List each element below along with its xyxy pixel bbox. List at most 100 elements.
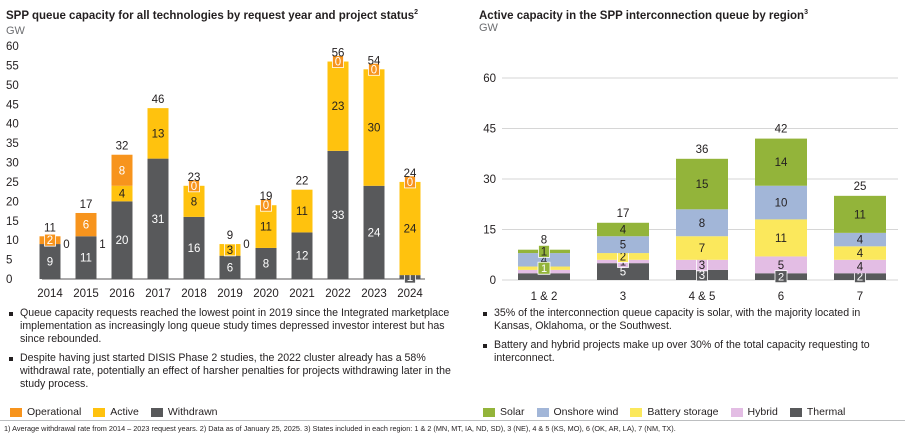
x-tick-label-2024: 2024 (397, 288, 423, 300)
bar-withdrawn-2017 (147, 158, 169, 279)
total-label-2018: 23 (188, 172, 201, 184)
data-label-withdrawn-2014: 9 (47, 257, 53, 269)
x-tick-label-2020: 2020 (253, 288, 279, 300)
data-label-withdrawn-2023: 24 (368, 227, 381, 239)
legend-item-battery-storage: Battery storage (630, 406, 719, 418)
data-label-box (774, 270, 788, 284)
data-label-solar-7: 11 (854, 209, 866, 221)
data-label-battery-storage-3: 2 (620, 251, 626, 263)
y-tick-label: 30 (483, 174, 496, 186)
data-label-solar-4-5: 15 (696, 179, 709, 191)
data-label-active-2019: 3 (227, 245, 233, 257)
y-tick-label: 0 (490, 275, 496, 287)
y-tick-label: 0 (6, 274, 12, 286)
bar-active-2016 (111, 185, 133, 202)
data-label-withdrawn-2024: 1 (407, 272, 413, 284)
bar-onshore-wind-6 (755, 185, 807, 220)
legend-swatch (789, 407, 802, 417)
y-tick-label: 15 (6, 216, 19, 228)
bar-active-2023 (363, 69, 385, 186)
data-label-box (538, 244, 550, 258)
y-tick-label: 45 (6, 99, 19, 111)
legend-label: Battery storage (647, 406, 719, 418)
data-label-operational-2014: 2 (47, 235, 53, 247)
bar-onshore-wind-7 (834, 232, 886, 247)
data-label-thermal-4-5: 3 (699, 270, 705, 282)
bar-hybrid-6 (755, 256, 807, 274)
y-tick-label: 30 (6, 158, 19, 170)
extra-label-1-2: 1 (541, 263, 547, 275)
extra-label-6: 2 (778, 272, 784, 284)
total-label-3: 17 (617, 208, 630, 220)
y-tick-label: 55 (6, 60, 19, 72)
x-tick-label-2019: 2019 (217, 288, 243, 300)
x-tick-label-2018: 2018 (181, 288, 207, 300)
bar-hybrid-7 (834, 259, 886, 274)
bar-battery-storage-4-5 (676, 236, 728, 260)
legend-swatch (730, 407, 743, 417)
legend-label: Operational (27, 406, 82, 418)
data-label-operational-2022: 0 (335, 57, 341, 69)
bar-battery-storage-7 (834, 246, 886, 260)
data-label-battery-storage-6: 11 (775, 233, 787, 245)
x-tick-label-2023: 2023 (361, 288, 387, 300)
data-label-operational-2015: 6 (83, 220, 89, 232)
legend-item-active: Active (93, 406, 139, 418)
legend-label: Thermal (806, 406, 846, 418)
x-tick-label-4-5: 4 & 5 (689, 291, 716, 303)
left-bullet-1: Queue capacity requests reached the lowe… (8, 307, 463, 346)
bar-withdrawn-2021 (291, 232, 313, 279)
right-chart-unit: GW (479, 22, 498, 34)
bar-thermal-3 (597, 263, 649, 280)
left-bullets: Queue capacity requests reached the lowe… (8, 307, 463, 397)
total-label-2023: 54 (368, 55, 381, 67)
total-label-2016: 32 (116, 141, 129, 153)
left-legend: Operational Active Withdrawn (10, 406, 230, 418)
side-label-2019: 0 (243, 239, 249, 251)
y-tick-label: 20 (6, 196, 19, 208)
data-label-onshore-wind-6: 10 (775, 198, 788, 210)
data-label-box (188, 179, 200, 193)
data-label-withdrawn-2015: 11 (80, 253, 92, 265)
data-label-active-2018: 8 (191, 196, 197, 208)
total-label-2019: 9 (227, 230, 233, 242)
data-label-withdrawn-2016: 20 (116, 235, 129, 247)
y-tick-label: 10 (6, 235, 19, 247)
data-label-battery-storage-4-5: 7 (699, 243, 705, 255)
legend-label: Onshore wind (553, 406, 619, 418)
data-label-operational-2018: 0 (191, 181, 197, 193)
x-tick-label-3: 3 (620, 291, 626, 303)
total-label-6: 42 (775, 124, 788, 136)
x-tick-label-1-2: 1 & 2 (531, 291, 558, 303)
bar-battery-storage-6 (755, 219, 807, 257)
data-label-box (224, 243, 236, 257)
side-label-2014: 0 (63, 239, 69, 251)
data-label-withdrawn-2022: 33 (332, 210, 345, 222)
y-tick-label: 40 (6, 119, 19, 131)
bar-withdrawn-2023 (363, 185, 385, 279)
x-tick-label-2014: 2014 (37, 288, 63, 300)
right-legend: Solar Onshore wind Battery storage Hybrid Th… (483, 406, 857, 418)
bar-active-2020 (255, 205, 277, 248)
data-label-box (404, 175, 416, 189)
data-label-withdrawn-2018: 16 (188, 243, 201, 255)
y-tick-label: 60 (6, 41, 19, 53)
legend-item-hybrid: Hybrid (730, 406, 778, 418)
legend-swatch (93, 407, 106, 417)
data-label-thermal-3: 5 (620, 267, 626, 279)
data-label-withdrawn-2020: 8 (263, 258, 269, 270)
data-label-onshore-wind-7: 4 (857, 235, 864, 247)
total-label-2022: 56 (332, 48, 345, 60)
bar-withdrawn-2015 (75, 236, 97, 279)
total-label-2020: 19 (260, 191, 273, 203)
legend-item-withdrawn: Withdrawn (150, 406, 218, 418)
data-label-hybrid-4-5: 3 (699, 260, 705, 272)
x-tick-label-2016: 2016 (109, 288, 135, 300)
bar-solar-3 (597, 222, 649, 237)
right-chart: 015304560141811 & 251254173337815364 & 5… (483, 73, 898, 303)
y-tick-label: 5 (6, 255, 12, 267)
side-label-2015: 1 (99, 239, 105, 251)
bar-active-2017 (147, 108, 169, 159)
bar-onshore-wind-3 (597, 236, 649, 254)
bar-operational-2016 (111, 154, 133, 186)
